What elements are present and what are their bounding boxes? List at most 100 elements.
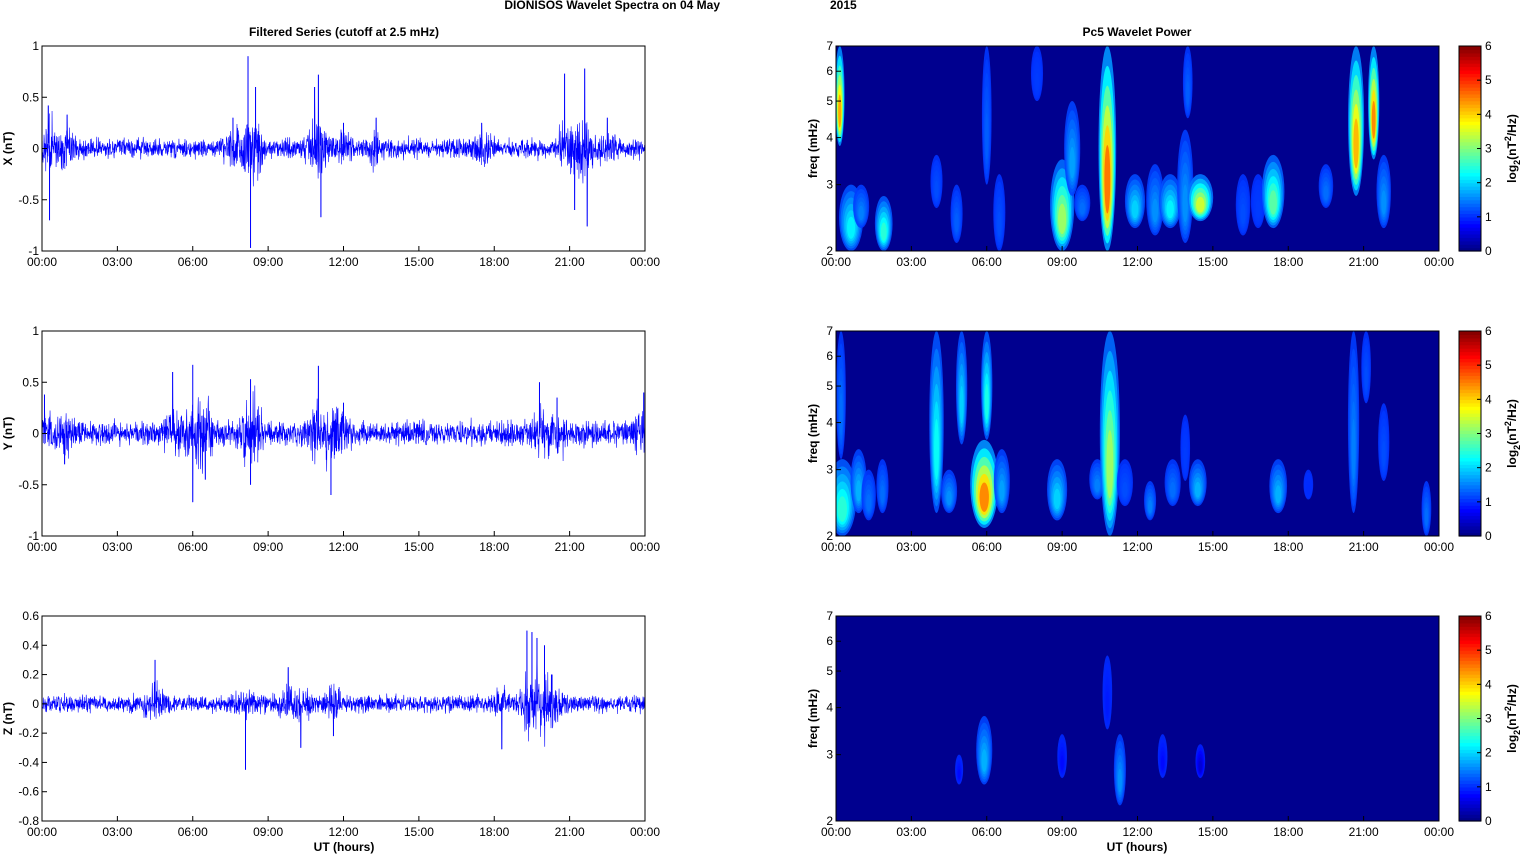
colorbar-step bbox=[1459, 124, 1481, 129]
colorbar-step bbox=[1459, 464, 1481, 469]
x-tick-label: 00:00 bbox=[630, 825, 660, 839]
colorbar-step bbox=[1459, 481, 1481, 486]
heatmap-contour bbox=[1186, 80, 1190, 106]
colorbar-label: log2(nT2/Hz) bbox=[1503, 684, 1521, 753]
colorbar-step bbox=[1459, 797, 1481, 802]
colorbar-step bbox=[1459, 430, 1481, 435]
heatmap-blob bbox=[1303, 469, 1314, 500]
heatmap-contour bbox=[1196, 196, 1205, 213]
heatmap-contour bbox=[934, 180, 939, 199]
heatmap-cells bbox=[955, 655, 1206, 806]
colorbar-step bbox=[1459, 677, 1481, 682]
heatmap-blob bbox=[1177, 129, 1194, 244]
colorbar-step bbox=[1459, 121, 1481, 126]
colorbar-tick-label: 2 bbox=[1485, 461, 1492, 475]
heatmap-contour bbox=[1275, 485, 1282, 504]
heatmap-blob bbox=[1368, 46, 1380, 160]
colorbar-step bbox=[1459, 460, 1481, 465]
colorbar-step bbox=[1459, 694, 1481, 699]
heatmap-contour bbox=[999, 480, 1005, 502]
colorbar-tick-label: 6 bbox=[1485, 324, 1492, 338]
panels: 10.50-0.5-100:00 03:00 06:00 09:00 12:00 15:0… bbox=[1, 39, 1521, 839]
y-axis-label: freq (mHz) bbox=[806, 404, 820, 463]
x-tick-label: 00:00 bbox=[1424, 825, 1454, 839]
colorbar-step bbox=[1459, 210, 1481, 215]
heatmap-blob bbox=[874, 195, 893, 251]
colorbar-step bbox=[1459, 817, 1481, 822]
colorbar-step bbox=[1459, 49, 1481, 54]
colorbar-step bbox=[1459, 426, 1481, 431]
x-tick-label: 21:00 bbox=[555, 825, 585, 839]
heatmap-contour bbox=[1169, 481, 1176, 498]
colorbar-step bbox=[1459, 223, 1481, 228]
x-tick-label: 15:00 bbox=[404, 540, 434, 554]
y-tick-label: 5 bbox=[826, 664, 833, 678]
y-tick-label: -0.4 bbox=[18, 755, 39, 769]
colorbar-step bbox=[1459, 488, 1481, 493]
colorbar-step bbox=[1459, 626, 1481, 631]
heatmap-blob bbox=[1187, 174, 1214, 222]
heatmap-blob bbox=[1269, 459, 1288, 514]
heatmap-contour bbox=[1240, 203, 1246, 225]
heatmap-blob bbox=[930, 154, 943, 209]
colorbar-step bbox=[1459, 711, 1481, 716]
colorbar-step bbox=[1459, 90, 1481, 95]
heatmap-contour bbox=[1371, 100, 1376, 139]
colorbar-step bbox=[1459, 179, 1481, 184]
heatmap-contour bbox=[985, 113, 989, 160]
heatmap-contour bbox=[1381, 190, 1387, 215]
colorbar-step bbox=[1459, 477, 1481, 482]
colorbar-step bbox=[1459, 114, 1481, 119]
x-tick-label: 00:00 bbox=[821, 255, 851, 269]
x-tick-label: 12:00 bbox=[1122, 540, 1152, 554]
x-tick-label: 21:00 bbox=[555, 255, 585, 269]
colorbar-step bbox=[1459, 66, 1481, 71]
colorbar-step bbox=[1459, 73, 1481, 78]
colorbar-tick-label: 1 bbox=[1485, 495, 1492, 509]
colorbar-step bbox=[1459, 715, 1481, 720]
heatmap-blob bbox=[1361, 331, 1371, 404]
colorbar-step bbox=[1459, 151, 1481, 156]
colorbar-step bbox=[1459, 501, 1481, 506]
heatmap-contour bbox=[838, 94, 842, 128]
heatmap-contour bbox=[858, 205, 864, 221]
x-tick-label: 06:00 bbox=[178, 825, 208, 839]
y-tick-label: 0 bbox=[32, 427, 39, 441]
heatmap-contour bbox=[1152, 198, 1159, 223]
y-tick-label: 7 bbox=[826, 609, 833, 623]
colorbar-step bbox=[1459, 216, 1481, 221]
x-tick-label: 00:00 bbox=[821, 825, 851, 839]
colorbar-label: log2(nT2/Hz) bbox=[1503, 114, 1521, 183]
colorbar-step bbox=[1459, 718, 1481, 723]
colorbar-step bbox=[1459, 351, 1481, 356]
colorbar-step bbox=[1459, 800, 1481, 805]
colorbar-step bbox=[1459, 622, 1481, 627]
heatmap-contour bbox=[1053, 488, 1061, 510]
colorbar-tick-label: 3 bbox=[1485, 712, 1492, 726]
colorbar-step bbox=[1459, 165, 1481, 170]
colorbar-step bbox=[1459, 484, 1481, 489]
heatmap-contour bbox=[1364, 365, 1368, 391]
colorbar-step bbox=[1459, 529, 1481, 534]
x-tick-label: 12:00 bbox=[328, 255, 358, 269]
heatmap-blob bbox=[1195, 744, 1206, 779]
colorbar-step bbox=[1459, 131, 1481, 136]
y-tick-label: 5 bbox=[826, 379, 833, 393]
colorbar-step bbox=[1459, 650, 1481, 655]
colorbar-step bbox=[1459, 783, 1481, 788]
heatmap-contour bbox=[946, 490, 952, 506]
heatmap-contour bbox=[1424, 507, 1429, 526]
x-tick-label: 00:00 bbox=[1424, 255, 1454, 269]
x-tick-label: 00:00 bbox=[630, 255, 660, 269]
colorbar-tick-label: 2 bbox=[1485, 746, 1492, 760]
heatmap-blob bbox=[1421, 480, 1432, 536]
right-time-axis-label: UT (hours) bbox=[1107, 840, 1168, 854]
colorbar-step bbox=[1459, 233, 1481, 238]
colorbar-step bbox=[1459, 474, 1481, 479]
left-time-axis-label: UT (hours) bbox=[314, 840, 375, 854]
colorbar-step bbox=[1459, 406, 1481, 411]
colorbar-step bbox=[1459, 402, 1481, 407]
y-axis-label: freq (mHz) bbox=[806, 689, 820, 748]
x-tick-label: 18:00 bbox=[1273, 540, 1303, 554]
